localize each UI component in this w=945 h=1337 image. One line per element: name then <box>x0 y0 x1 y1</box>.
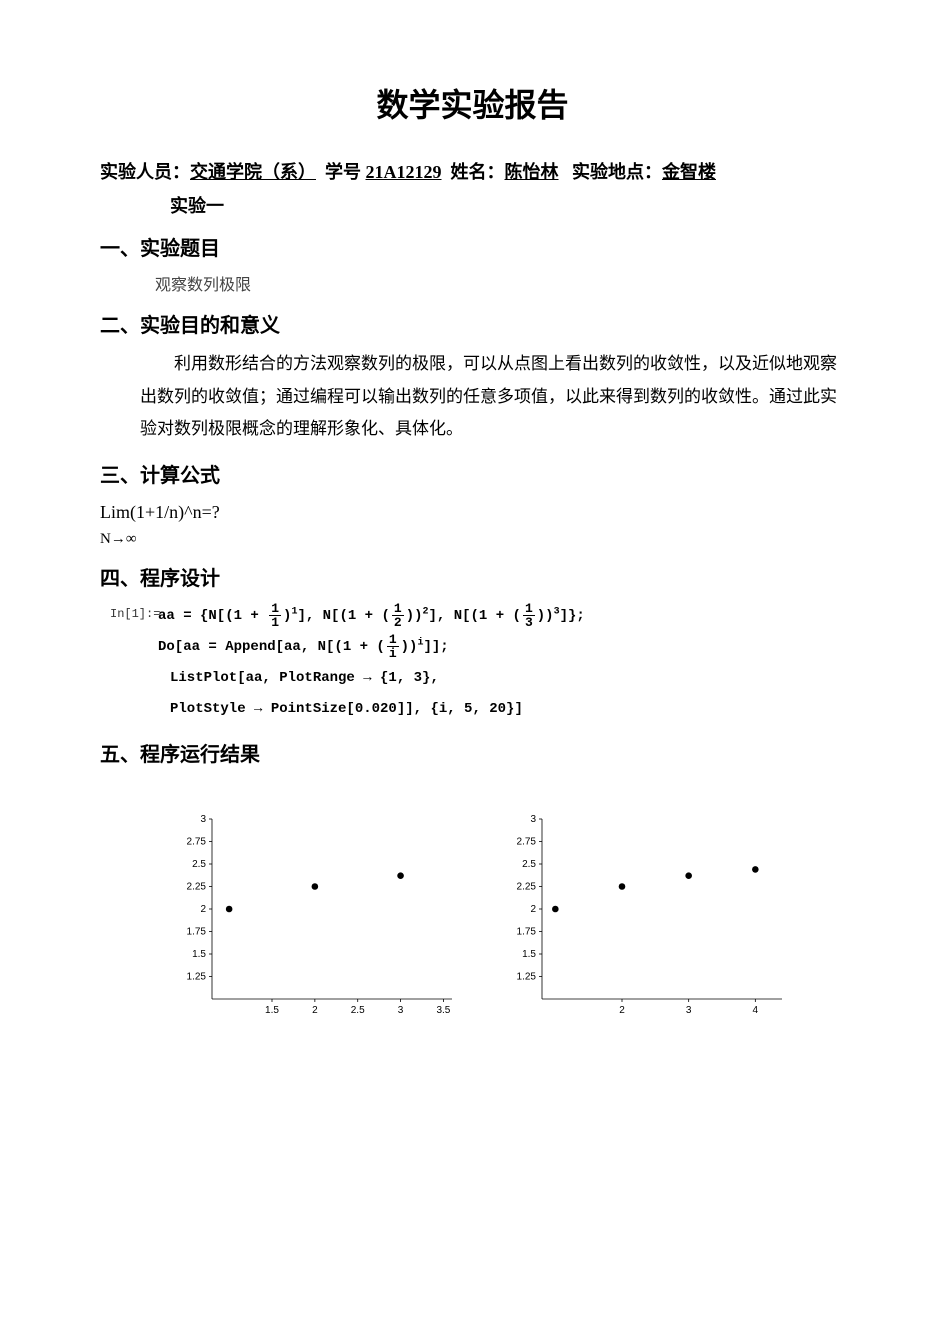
section-5-heading: 五、程序运行结果 <box>100 738 845 767</box>
svg-text:2: 2 <box>530 904 536 915</box>
chart-right: 1.25 1.5 1.75 2 2.25 2.5 2.75 3 2 3 4 <box>490 807 790 1027</box>
meta-line: 实验人员：交通学院（系） 学号 21A12129 姓名：陈怡林 实验地点：金智楼 <box>100 156 845 188</box>
svg-text:1.5: 1.5 <box>522 949 536 960</box>
svg-text:4: 4 <box>753 1005 759 1016</box>
section-1-heading: 一、实验题目 <box>100 232 845 261</box>
meta-prefix: 实验人员： <box>100 162 190 182</box>
svg-text:2.75: 2.75 <box>187 837 207 848</box>
fraction-1-2: 12 <box>392 602 404 629</box>
svg-text:3: 3 <box>398 1005 404 1016</box>
name-label: 姓名： <box>451 162 505 182</box>
experiment-label: 实验一 <box>170 192 845 218</box>
svg-text:2.5: 2.5 <box>351 1005 365 1016</box>
svg-text:2.5: 2.5 <box>522 859 536 870</box>
svg-text:3.5: 3.5 <box>436 1005 450 1016</box>
svg-text:3: 3 <box>530 814 536 825</box>
code-line-1: In[1]:=aa = {N[(1 + 11)1], N[(1 + (12))2… <box>110 601 845 632</box>
fraction-1-i: 1i <box>387 633 399 660</box>
formula-limit: N→∞ <box>100 531 845 548</box>
svg-text:2.5: 2.5 <box>192 859 206 870</box>
svg-text:2: 2 <box>619 1005 625 1016</box>
svg-text:2: 2 <box>200 904 206 915</box>
meta-id: 21A12129 <box>366 162 442 182</box>
section-3-heading: 三、计算公式 <box>100 459 845 488</box>
svg-text:2.25: 2.25 <box>517 882 537 893</box>
svg-text:1.5: 1.5 <box>192 949 206 960</box>
code-line-3: ListPlot[aa, PlotRange → {1, 3}, <box>110 663 845 694</box>
formula-main: Lim(1+1/n)^n=? <box>100 502 845 523</box>
code-block: In[1]:=aa = {N[(1 + 11)1], N[(1 + (12))2… <box>110 601 845 724</box>
svg-text:1.25: 1.25 <box>517 972 537 983</box>
section-2-body: 利用数形结合的方法观察数列的极限，可以从点图上看出数列的收敛性，以及近似地观察出… <box>140 348 845 445</box>
id-label: 学号 <box>325 162 361 182</box>
section-4-heading: 四、程序设计 <box>100 562 845 591</box>
in-label: In[1]:= <box>110 601 158 627</box>
code-line-2: Do[aa = Append[aa, N[(1 + (1i))i]]; <box>110 632 845 663</box>
svg-text:1.75: 1.75 <box>187 927 207 938</box>
svg-text:2: 2 <box>312 1005 318 1016</box>
section-2-heading: 二、实验目的和意义 <box>100 309 845 338</box>
meta-dept: 交通学院（系） <box>190 162 316 182</box>
section-1-topic: 观察数列极限 <box>155 271 845 295</box>
svg-text:2.25: 2.25 <box>187 882 207 893</box>
code-line-4: PlotStyle → PointSize[0.020]], {i, 5, 20… <box>110 694 845 725</box>
svg-text:1.75: 1.75 <box>517 927 537 938</box>
chart-left: 1.25 1.5 1.75 2 2.25 2.5 2.75 3 1.5 2 2.5 3 3.5 <box>160 807 460 1027</box>
svg-text:2.75: 2.75 <box>517 837 537 848</box>
svg-text:3: 3 <box>686 1005 692 1016</box>
svg-text:3: 3 <box>200 814 206 825</box>
svg-text:1.5: 1.5 <box>265 1005 279 1016</box>
svg-text:1.25: 1.25 <box>187 972 207 983</box>
charts-row: 1.25 1.5 1.75 2 2.25 2.5 2.75 3 1.5 2 2.5 3 3.5 1.25… <box>160 807 845 1027</box>
meta-loc: 金智楼 <box>662 162 716 182</box>
fraction-1-1: 11 <box>269 602 281 629</box>
page-title: 数学实验报告 <box>100 80 845 126</box>
meta-name: 陈怡林 <box>505 162 559 182</box>
loc-label: 实验地点： <box>572 162 662 182</box>
fraction-1-3: 13 <box>523 602 535 629</box>
